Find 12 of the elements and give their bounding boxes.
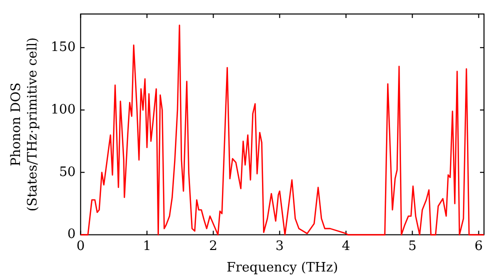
x-tick-label: 4 (342, 238, 350, 254)
y-tick-label: 50 (59, 164, 76, 180)
x-tick-label: 1 (142, 238, 152, 254)
x-tick-label: 6 (474, 238, 483, 254)
y-axis-title: Phonon DOS (States/THz·primitive cell) (8, 37, 41, 212)
x-tick-label: 3 (276, 238, 284, 254)
x-tick-label: 5 (408, 238, 416, 254)
x-tick-label: 2 (209, 238, 218, 254)
y-tick-label: 0 (67, 227, 76, 242)
y-tick-label: 100 (50, 102, 76, 118)
y-tick-label: 150 (50, 40, 76, 56)
x-axis-title: Frequency (THz) (226, 260, 338, 276)
